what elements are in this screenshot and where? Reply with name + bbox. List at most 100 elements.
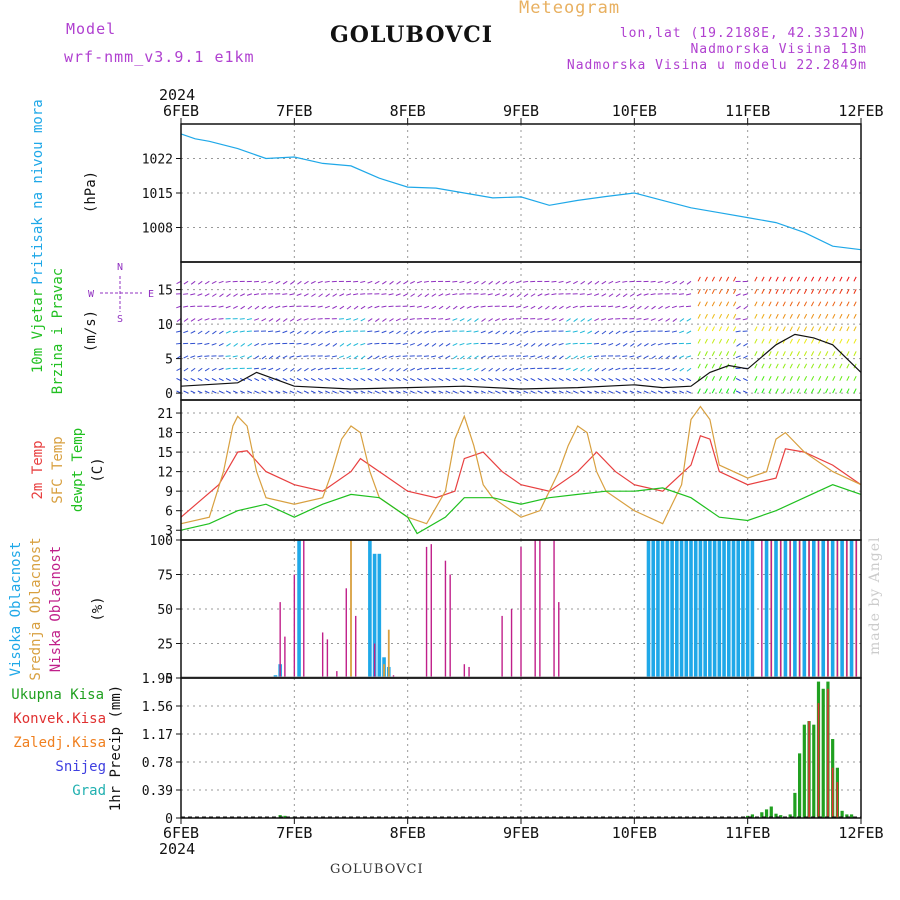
wind-barb [218,342,224,347]
wind-barb [761,338,765,344]
wind-barb [176,330,182,333]
wind-barb [782,351,786,357]
wind-barb [551,342,557,347]
wind-barb [331,355,337,358]
wind-barb [559,355,564,360]
year-label-top: 2024 [159,86,195,104]
wind-barb [803,313,808,319]
wind-barb [402,318,408,321]
precip-bar-total [764,809,769,818]
wind-barb [438,293,444,297]
wind-barb [657,378,663,382]
wind-barb [601,318,607,321]
wind-barb [704,375,708,381]
wind-barb [502,390,508,394]
wind-barb [711,351,715,357]
wind-barb [487,355,493,358]
wind-barb [761,375,765,381]
y-tick-label: 1022 [142,153,173,168]
wind-barb [523,293,529,298]
wind-barb [367,367,373,371]
wind-barb [754,313,758,319]
wind-barb [679,367,685,372]
wind-barb [636,355,642,359]
wind-barb [204,342,210,345]
wind-barb [381,355,387,359]
wind-barb [615,378,621,382]
wind-barb [803,338,808,344]
wind-barb [239,318,245,320]
wind-barb [332,293,338,297]
wind-barb [268,330,274,333]
wind-barb [544,355,550,359]
wind-barb [651,355,656,360]
cloud-bar-high [745,540,750,678]
precip-bar-conv [831,767,834,818]
wind-barb [593,342,599,345]
cloud-bar-high [377,553,382,678]
wind-barb [346,293,352,296]
wind-barb [339,305,345,310]
wind-barb [686,355,692,358]
wind-barb [743,355,748,359]
cloud-bar-mid [350,540,352,678]
wind-barb [480,378,486,382]
wind-barb [671,330,677,333]
wind-barb [718,276,723,282]
wind-barb [473,305,479,309]
cloud-bar-low [846,540,848,678]
compass-south: S [117,314,123,325]
cloud-bar-high [703,540,707,678]
wind-barb [466,367,472,371]
wind-barb [651,305,656,310]
wind-barb [353,305,359,310]
wind-barb [711,338,715,344]
wind-barb [711,388,715,394]
wind-barb [282,318,288,322]
wind-barb [580,280,586,285]
wind-barb [318,293,323,298]
wind-barb [775,388,779,394]
wind-barb [424,330,430,334]
wind-barb [282,355,288,359]
wind-barb [718,351,723,357]
wind-barb [225,390,231,394]
wind-barb [552,305,557,310]
wind-barb [622,367,628,370]
wind-barb [558,390,564,394]
ylabel-sfctemp: SFC Temp [50,436,66,503]
wind-barb [233,305,238,309]
wind-barb [438,318,444,320]
wind-barb [796,326,800,332]
wind-barb [754,326,758,332]
wind-barb [761,276,765,282]
cloud-bar-low [798,540,801,678]
wind-barb [622,390,628,394]
wind-barb [818,289,822,294]
wind-barb [410,293,416,297]
wind-barb [431,343,437,347]
wind-barb [853,326,857,332]
wind-barb [846,289,850,294]
wind-barb [650,378,656,382]
wind-barb [190,318,196,322]
wind-barb [664,342,670,345]
wind-barb [459,318,465,322]
wind-barb [304,280,309,285]
wind-barb [846,375,850,381]
wind-barb [594,318,600,322]
wind-barb [233,293,238,297]
ylabel-wind-unit: (m/s) [83,310,99,352]
wind-barb [516,330,522,335]
cloud-bar-high [811,540,816,678]
wind-barb [268,342,274,345]
x-tick-label-bottom: 7FEB [276,824,312,842]
wind-barb [704,276,708,282]
wind-barb [735,330,741,333]
wind-barb [225,280,231,283]
wind-barb [466,330,472,333]
wind-barb [232,330,238,334]
y-tick-label: 1.56 [142,700,173,715]
cloud-bar-high [646,540,651,678]
wind-barb [494,293,500,297]
